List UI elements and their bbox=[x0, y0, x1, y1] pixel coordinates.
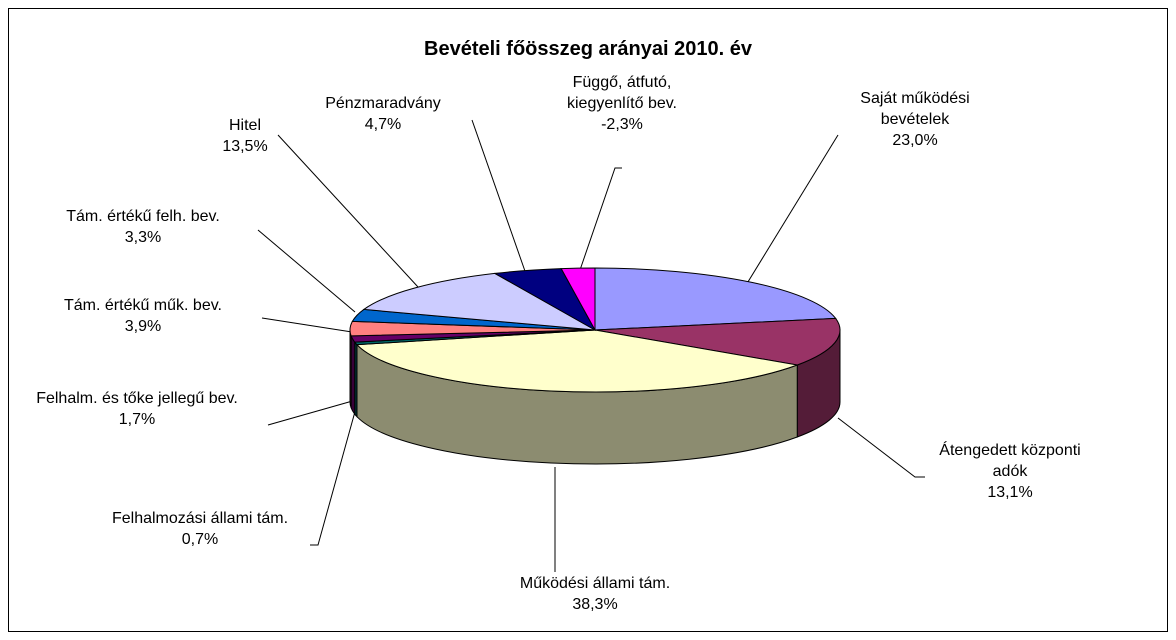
slice-value: 38,3% bbox=[572, 596, 618, 613]
slice-name: Függő, átfutó, kiegyenlítő bev. bbox=[567, 74, 677, 112]
leader-line bbox=[310, 407, 357, 546]
slice-label: Hitel 13,5% bbox=[185, 115, 305, 157]
pie bbox=[349, 267, 841, 465]
leader-line bbox=[837, 417, 925, 478]
slice-label: Felhalmozási állami tám. 0,7% bbox=[105, 508, 295, 550]
leader-lines bbox=[257, 119, 925, 572]
slice-label: Felhalm. és tőke jellegű bev. 1,7% bbox=[12, 388, 262, 430]
slice-label: Tám. értékű műk. bev. 3,9% bbox=[23, 295, 263, 337]
slice-value: 4,7% bbox=[364, 116, 402, 133]
slice-value: 13,1% bbox=[987, 484, 1033, 501]
leader-line bbox=[267, 399, 357, 426]
slice-label: Saját működési bevételek 23,0% bbox=[835, 88, 995, 151]
pie-slice bbox=[594, 317, 841, 366]
slice-label: Tám. értékű felh. bev. 3,3% bbox=[8, 206, 278, 248]
leader-line bbox=[471, 119, 527, 275]
slice-name: Felhalm. és tőke jellegű bev. bbox=[36, 390, 238, 407]
slice-value: 3,3% bbox=[124, 229, 162, 246]
slice-name: Tám. értékű felh. bev. bbox=[66, 208, 220, 225]
pie-side bbox=[350, 335, 356, 416]
pie-slice bbox=[355, 329, 800, 393]
slice-name: Átengedett központi adók bbox=[939, 442, 1081, 480]
slice-name: Működési állami tám. bbox=[519, 575, 671, 592]
leader-line bbox=[261, 317, 353, 333]
slice-value: 1,7% bbox=[118, 411, 156, 428]
slice-label: Átengedett központi adók 13,1% bbox=[920, 440, 1100, 503]
slice-label: Működési állami tám. 38,3% bbox=[485, 573, 705, 615]
slice-name: Saját működési bevételek bbox=[860, 90, 970, 128]
slice-label: Pénzmaradvány 4,7% bbox=[293, 93, 473, 135]
chart-border bbox=[8, 8, 1168, 632]
slice-name: Pénzmaradvány bbox=[325, 95, 441, 112]
slice-label: Függő, átfutó, kiegyenlítő bev. -2,3% bbox=[547, 72, 697, 135]
slice-name: Tám. értékű műk. bev. bbox=[64, 297, 222, 314]
leader-line bbox=[579, 167, 622, 271]
chart-title: Bevételi főösszeg arányai 2010. év bbox=[424, 38, 752, 60]
slice-name: Hitel bbox=[228, 117, 261, 134]
slice-value: -2,3% bbox=[601, 116, 643, 133]
pie-slice bbox=[594, 267, 837, 331]
leader-line bbox=[742, 134, 839, 291]
slice-value: 13,5% bbox=[222, 138, 268, 155]
slice-name: Felhalmozási állami tám. bbox=[111, 510, 289, 527]
pie-side bbox=[349, 329, 352, 409]
pie-slice bbox=[362, 272, 596, 331]
leader-line bbox=[277, 134, 419, 288]
slice-value: 3,9% bbox=[124, 318, 162, 335]
slice-value: 0,7% bbox=[181, 531, 219, 548]
pie-slice bbox=[560, 267, 596, 331]
leader-line bbox=[257, 229, 356, 313]
slice-value: 23,0% bbox=[892, 132, 938, 149]
